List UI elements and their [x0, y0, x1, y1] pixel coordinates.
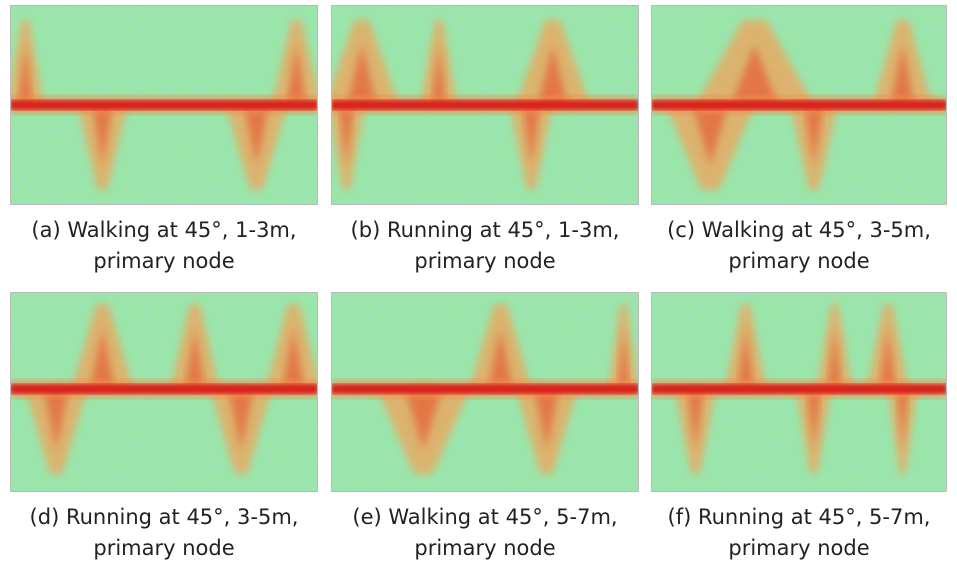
caption: (e) Walking at 45°, 5-7m, primary node: [331, 502, 639, 564]
signal-core: [534, 389, 559, 449]
signal-core: [347, 45, 377, 105]
spectrogram: [651, 292, 947, 492]
spectrogram: [651, 5, 947, 205]
signal-core: [896, 389, 909, 449]
caption-line: primary node: [93, 536, 235, 560]
signal-core: [827, 329, 842, 389]
signal-core: [404, 389, 442, 449]
spectrogram: [331, 292, 639, 492]
frame: [331, 292, 639, 492]
frame: [331, 5, 639, 205]
panel: (e) Walking at 45°, 5-7m, primary node: [331, 292, 641, 564]
signal-core: [92, 105, 113, 165]
signal-core: [522, 105, 540, 165]
caption: (a) Walking at 45°, 1-3m, primary node: [10, 215, 318, 277]
signal-core: [692, 105, 728, 165]
caption-line: primary node: [414, 536, 556, 560]
caption-line: (f) Running at 45°, 5-7m,: [667, 505, 931, 529]
signal-core: [806, 389, 821, 449]
signal-core: [890, 45, 915, 105]
panel: (b) Running at 45°, 1-3m, primary node: [331, 5, 641, 277]
caption-line: (d) Running at 45°, 3-5m,: [29, 505, 299, 529]
center-band: [331, 100, 639, 110]
signal-core: [804, 105, 824, 165]
spectrogram: [10, 5, 318, 205]
panel: (a) Walking at 45°, 1-3m, primary node: [10, 5, 320, 277]
spectrogram: [10, 292, 318, 492]
center-band: [331, 384, 639, 394]
caption-line: (b) Running at 45°, 1-3m,: [350, 218, 620, 242]
caption: (d) Running at 45°, 3-5m, primary node: [10, 502, 318, 564]
caption: (f) Running at 45°, 5-7m, primary node: [651, 502, 947, 564]
caption-line: primary node: [728, 536, 870, 560]
caption-line: (c) Walking at 45°, 3-5m,: [667, 218, 931, 242]
frame: [651, 292, 947, 492]
signal-core: [537, 45, 568, 105]
caption: (b) Running at 45°, 1-3m, primary node: [331, 215, 639, 277]
caption-line: (e) Walking at 45°, 5-7m,: [352, 505, 618, 529]
center-band: [651, 100, 947, 110]
spectrogram: [331, 5, 639, 205]
signal-core: [90, 329, 115, 389]
caption-line: primary node: [93, 249, 235, 273]
panel: (c) Walking at 45°, 3-5m, primary node: [651, 5, 957, 277]
caption-line: primary node: [728, 249, 870, 273]
signal-core: [228, 389, 254, 449]
center-band: [10, 100, 318, 110]
caption: (c) Walking at 45°, 3-5m, primary node: [651, 215, 947, 277]
panel: (f) Running at 45°, 5-7m, primary node: [651, 292, 957, 564]
signal-core: [184, 329, 205, 389]
frame: [10, 5, 318, 205]
signal-core: [730, 45, 779, 105]
signal-core: [687, 389, 704, 449]
signal-core: [431, 45, 447, 105]
panel: (d) Running at 45°, 3-5m, primary node: [10, 292, 320, 564]
signal-core: [737, 329, 755, 389]
signal-core: [43, 389, 69, 449]
frame: [10, 292, 318, 492]
signal-core: [282, 329, 305, 389]
signal-core: [339, 105, 354, 165]
caption-line: primary node: [414, 249, 556, 273]
caption-line: (a) Walking at 45°, 1-3m,: [31, 218, 297, 242]
signal-core: [617, 329, 630, 389]
signal-core: [244, 105, 269, 165]
signal-core: [18, 45, 33, 105]
frame: [651, 5, 947, 205]
signal-core: [286, 45, 307, 105]
signal-core: [879, 329, 897, 389]
center-band: [10, 384, 318, 394]
signal-core: [488, 329, 513, 389]
center-band: [651, 384, 947, 394]
